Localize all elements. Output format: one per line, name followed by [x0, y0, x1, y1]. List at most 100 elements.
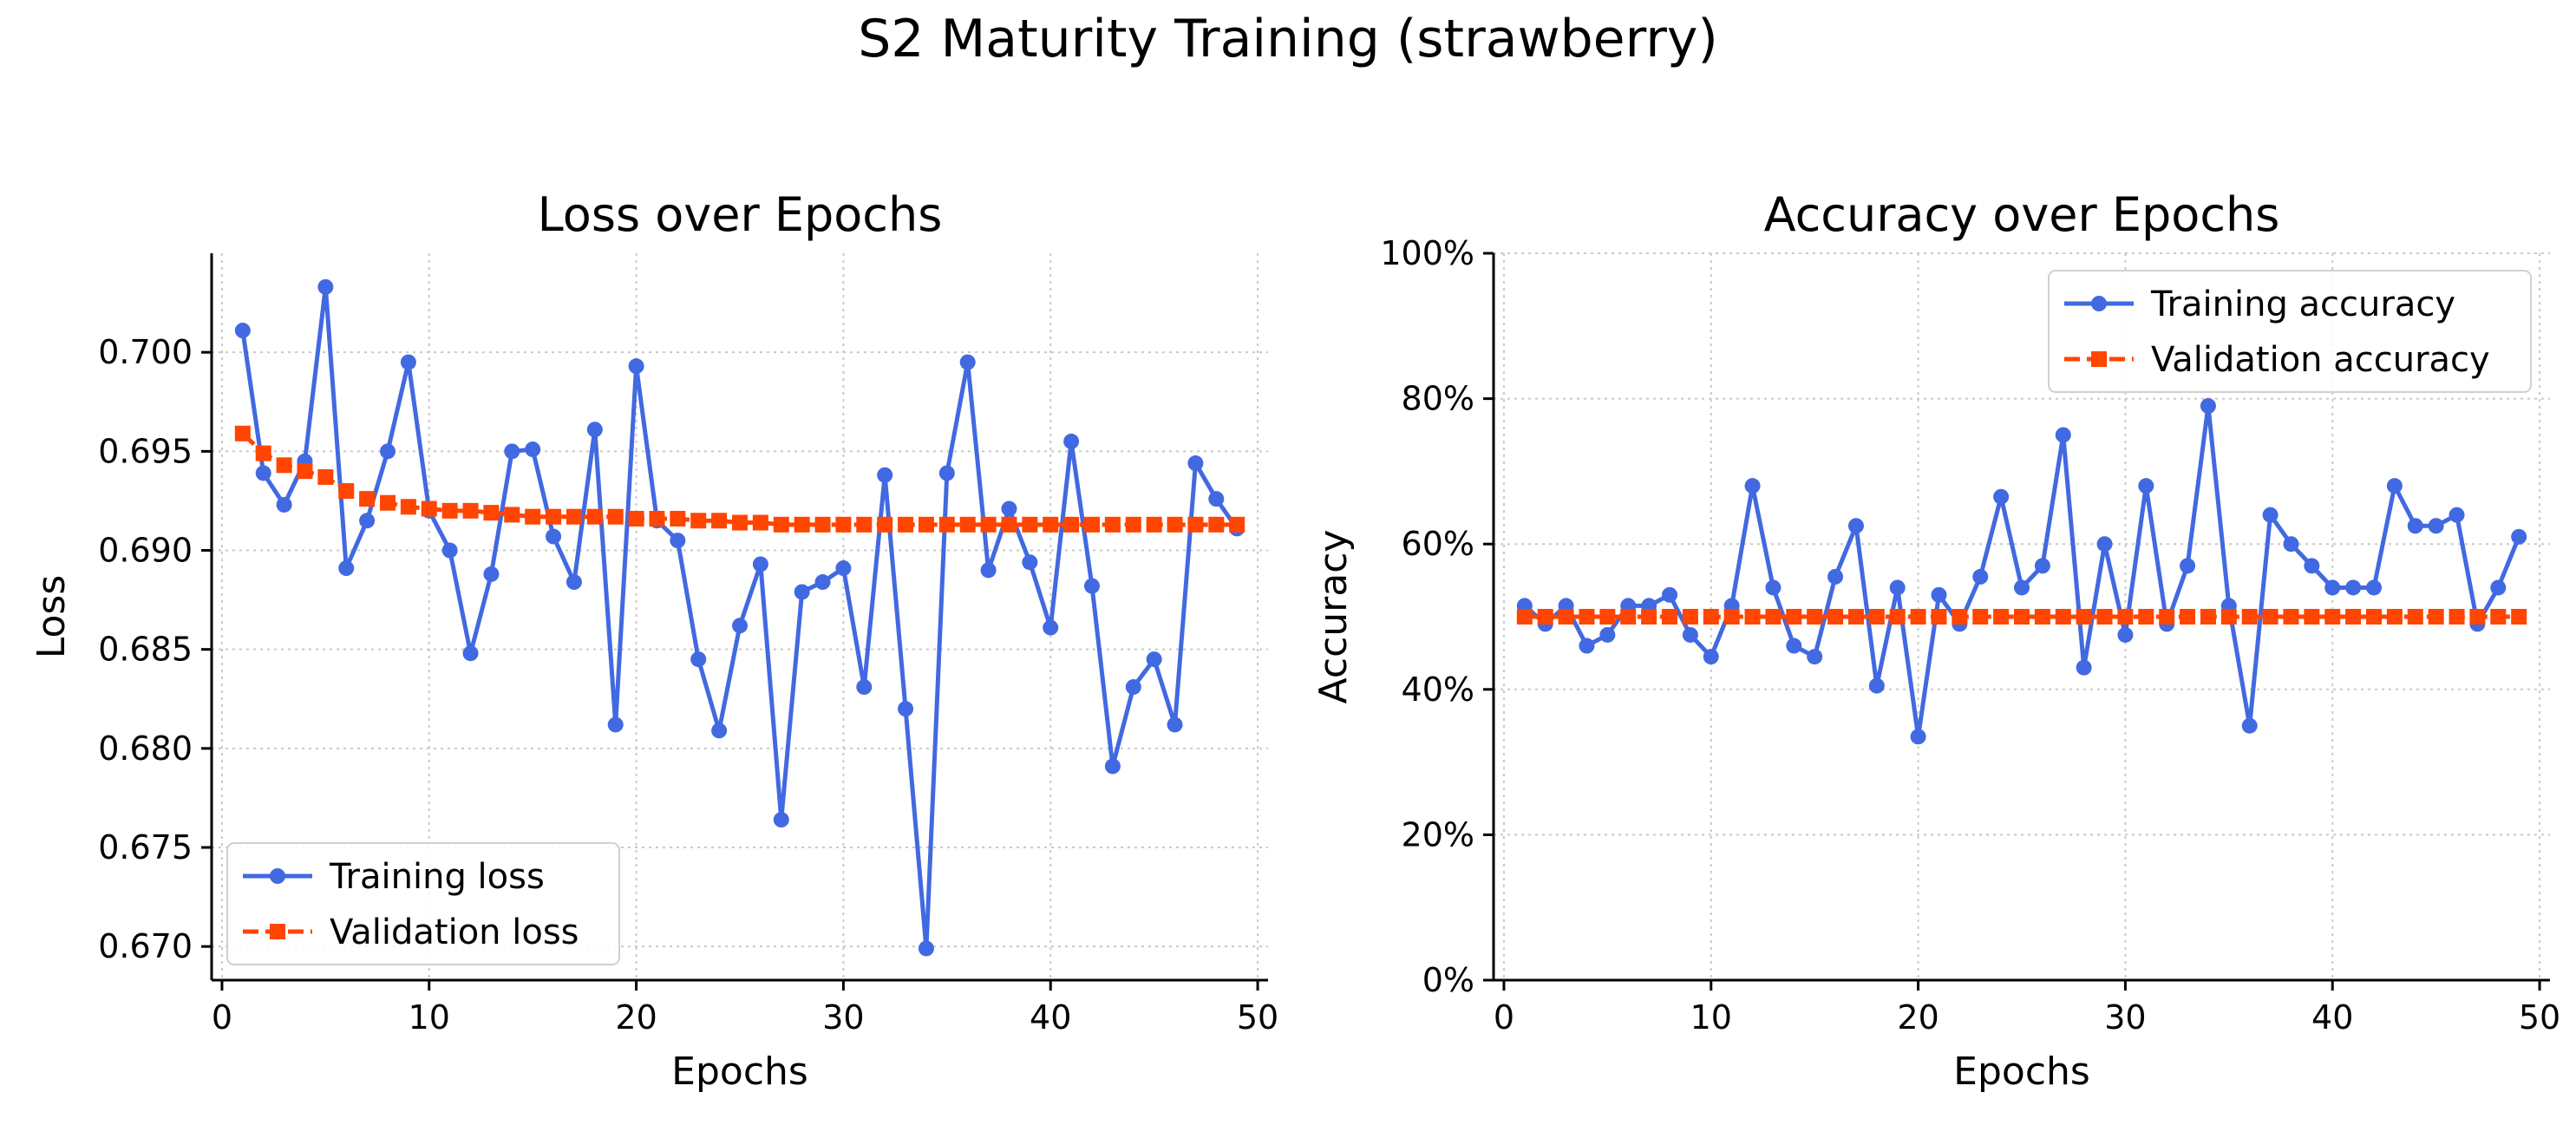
data-point — [1167, 716, 1183, 733]
data-point — [814, 574, 831, 591]
data-point — [2262, 609, 2279, 625]
data-point — [2138, 609, 2154, 625]
data-point — [546, 508, 562, 525]
data-point — [1208, 491, 1225, 507]
y-axis-label: Loss — [29, 575, 74, 659]
y-tick-label: 0.690 — [98, 532, 193, 570]
data-point — [2366, 609, 2382, 625]
data-point — [483, 505, 500, 521]
data-point — [1910, 729, 1926, 745]
data-point — [1847, 609, 1864, 625]
data-point — [546, 528, 562, 545]
data-point — [380, 494, 396, 511]
data-point — [1146, 651, 1162, 668]
data-point — [2324, 609, 2341, 625]
data-point — [2138, 478, 2154, 494]
data-point — [2055, 427, 2071, 443]
x-tick-label: 20 — [615, 998, 657, 1037]
data-point — [462, 502, 479, 519]
data-point — [835, 560, 852, 577]
data-point — [255, 465, 271, 481]
data-point — [586, 422, 603, 438]
legend-swatch-marker — [270, 868, 285, 884]
legend-box — [2048, 270, 2532, 393]
data-point — [1723, 609, 1740, 625]
data-point — [732, 514, 748, 531]
data-point — [1022, 516, 1038, 533]
figure-title: S2 Maturity Training (strawberry) — [858, 9, 1718, 69]
legend: Training loss Validation loss — [226, 842, 620, 965]
series-validation — [1516, 609, 2527, 625]
data-point — [234, 323, 251, 339]
data-point — [1579, 609, 1595, 625]
y-tick-label: 80% — [1402, 380, 1474, 418]
data-point — [421, 500, 437, 517]
data-point — [1063, 516, 1080, 533]
data-point — [938, 465, 955, 481]
data-point — [462, 645, 479, 662]
legend-label: Training accuracy — [2150, 285, 2455, 324]
x-tick-label: 0 — [212, 998, 232, 1037]
legend-box — [226, 842, 620, 965]
data-point — [566, 574, 582, 591]
data-point — [1972, 609, 1989, 625]
data-point — [359, 513, 376, 529]
y-tick-label: 0.670 — [98, 927, 193, 965]
data-point — [2014, 609, 2030, 625]
x-axis-label: Epochs — [671, 1050, 808, 1094]
data-point — [1537, 609, 1553, 625]
data-point — [2200, 609, 2216, 625]
data-point — [959, 354, 976, 370]
data-point — [773, 516, 789, 533]
data-point — [1931, 586, 1947, 603]
data-point — [1125, 679, 1141, 696]
data-point — [1662, 586, 1677, 603]
data-point — [1022, 554, 1038, 571]
data-point — [276, 496, 292, 513]
data-point — [1952, 609, 1968, 625]
data-point — [2096, 536, 2113, 553]
data-point — [2366, 579, 2382, 596]
data-point — [297, 463, 313, 480]
data-point — [2345, 609, 2362, 625]
data-point — [1786, 609, 1802, 625]
data-point — [586, 508, 603, 525]
x-tick-label: 30 — [822, 998, 864, 1037]
x-tick-label: 0 — [1494, 998, 1514, 1037]
data-point — [1703, 609, 1719, 625]
series-validation — [234, 425, 1246, 533]
data-point — [525, 508, 541, 525]
data-point — [607, 716, 624, 733]
data-point — [2076, 659, 2092, 676]
data-point — [1084, 578, 1100, 594]
data-point — [380, 443, 396, 460]
data-point — [2076, 609, 2092, 625]
legend-item-training: Training loss — [243, 857, 545, 897]
data-point — [1972, 568, 1989, 585]
data-point — [338, 560, 355, 577]
data-point — [2428, 609, 2444, 625]
data-point — [1868, 677, 1885, 694]
x-tick-label: 20 — [1897, 998, 1939, 1037]
data-point — [898, 516, 914, 533]
data-point — [1889, 609, 1906, 625]
data-point — [918, 516, 934, 533]
data-point — [877, 516, 893, 533]
data-point — [2304, 558, 2320, 574]
series-training — [234, 278, 1246, 957]
x-axis-label: Epochs — [1953, 1050, 2090, 1094]
data-point — [732, 618, 748, 634]
data-point — [959, 516, 976, 533]
data-point — [2511, 609, 2527, 625]
data-point — [1807, 609, 1823, 625]
data-point — [690, 513, 707, 529]
data-point — [1063, 433, 1080, 449]
data-point — [2034, 558, 2050, 574]
y-tick-label: 0.680 — [98, 729, 193, 768]
y-tick-label: 20% — [1402, 815, 1474, 854]
data-point — [752, 514, 768, 531]
data-point — [1744, 478, 1761, 494]
x-tick-label: 50 — [1237, 998, 1278, 1037]
data-point — [2407, 518, 2423, 534]
data-point — [1641, 609, 1657, 625]
